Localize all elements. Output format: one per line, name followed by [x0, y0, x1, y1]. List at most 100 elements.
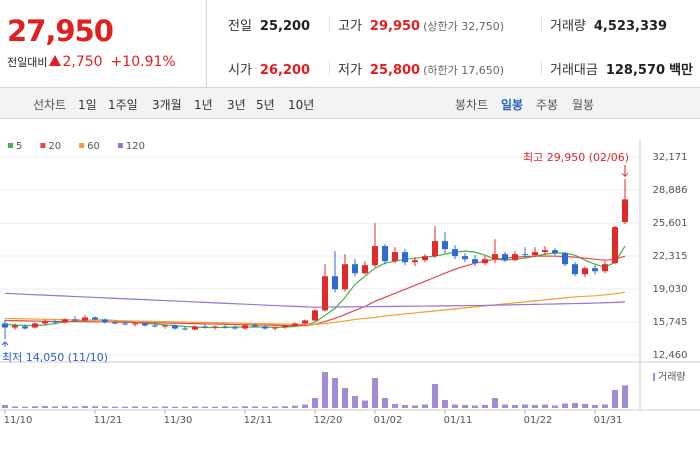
candle-body — [2, 323, 8, 328]
volume-bar — [322, 372, 328, 408]
candle-body — [102, 319, 108, 323]
volume-bar — [152, 406, 158, 408]
volume-bar — [202, 406, 208, 408]
candle-body — [312, 310, 318, 321]
volume-legend: 거래량 — [658, 371, 686, 383]
candle-body — [282, 325, 288, 328]
volume-bar — [192, 406, 198, 408]
x-tick-label: 11/10 — [4, 415, 33, 426]
candle-body — [442, 241, 448, 250]
period-button[interactable]: 3년 — [227, 98, 246, 112]
candle-body — [572, 264, 578, 275]
toolbar: 선차트 1일 1주일 3개월 1년 3년 5년 10년 봉차트 일봉 주봉 월봉 — [0, 88, 700, 119]
x-tick-label: 01/31 — [594, 415, 623, 426]
candle-body — [342, 264, 348, 290]
candle-body — [542, 250, 548, 253]
stat-value: 29,950 — [369, 19, 421, 34]
volume-bar — [482, 405, 488, 408]
candle-body — [372, 246, 378, 266]
volume-bar — [462, 405, 468, 408]
volume-bar — [592, 405, 598, 408]
change-label: 전일대비 — [7, 56, 48, 69]
stat: 전일 25,200 — [228, 15, 310, 34]
volume-bar — [42, 406, 48, 408]
stat-label: 전일 — [228, 19, 252, 34]
period-button[interactable]: 10년 — [288, 98, 315, 112]
moving-average-line — [4, 292, 626, 308]
y-tick-label: 32,171 — [653, 152, 688, 163]
x-tick-label: 12/20 — [314, 415, 343, 426]
candle-body — [232, 327, 238, 329]
x-tick-label: 11/21 — [94, 415, 123, 426]
volume-bar — [32, 406, 38, 408]
y-tick-label: 28,886 — [653, 185, 688, 196]
candle-body — [222, 326, 228, 328]
annotation-arrow — [621, 165, 629, 178]
period-button[interactable]: 1년 — [194, 98, 213, 112]
y-tick-label: 22,315 — [653, 251, 688, 262]
x-tick-label: 01/02 — [374, 415, 403, 426]
y-tick-label: 25,601 — [653, 218, 688, 229]
volume-bar — [102, 406, 108, 408]
volume-bar — [62, 406, 68, 408]
stat-note: (하한가 17,650) — [423, 64, 505, 77]
candle-period-button[interactable]: 주봉 — [536, 98, 559, 112]
y-tick-label: 15,745 — [653, 317, 688, 328]
volume-bar — [552, 405, 558, 408]
candle-period-button[interactable]: 일봉 — [501, 98, 524, 112]
candle-body — [522, 254, 528, 256]
x-tick-label: 01/22 — [524, 415, 553, 426]
candle-body — [112, 322, 118, 324]
separator — [329, 17, 330, 31]
volume-bar — [382, 398, 388, 408]
candle-body — [72, 319, 78, 321]
volume-bar — [222, 406, 228, 408]
candle-body — [272, 327, 278, 329]
volume-bar — [332, 378, 338, 408]
volume-bar — [212, 406, 218, 408]
stat-note: (상한가 32,750) — [423, 20, 505, 33]
volume-bar — [412, 405, 418, 408]
volume-bar — [242, 406, 248, 408]
annotation-arrow — [1, 341, 9, 347]
period-button[interactable]: 1일 — [78, 98, 97, 112]
stat-label: 고가 — [338, 19, 362, 34]
candle-body — [332, 276, 338, 290]
candle-body — [562, 253, 568, 265]
volume-bar — [472, 405, 478, 408]
volume-bar — [432, 384, 438, 408]
volume-bar — [372, 378, 378, 408]
candle-body — [252, 325, 258, 327]
change: 전일대비 2,750 +10.91% — [7, 54, 176, 70]
period-button[interactable]: 5년 — [256, 98, 275, 112]
period-button[interactable]: 1주일 — [108, 98, 138, 112]
volume-bar — [182, 406, 188, 408]
candle-body — [592, 268, 598, 272]
period-button[interactable]: 3개월 — [152, 98, 182, 112]
volume-bar — [362, 400, 368, 408]
volume-bar — [612, 390, 618, 408]
candle-body — [492, 254, 498, 260]
volume-bar — [232, 406, 238, 408]
legend-label: 120 — [126, 141, 145, 152]
stat-value: 25,800 — [369, 63, 421, 78]
candle-body — [512, 254, 518, 261]
stat: 저가 25,800 (하한가 17,650) — [338, 59, 504, 78]
stat-label: 저가 — [338, 63, 362, 78]
stat: 거래대금 128,570 백만 — [550, 59, 693, 78]
stat-label: 시가 — [228, 63, 252, 78]
separator — [329, 61, 330, 75]
volume-bar — [302, 404, 308, 408]
candle-period-button[interactable]: 월봉 — [572, 98, 595, 112]
stat-value: 26,200 — [259, 63, 311, 78]
volume-bar — [342, 388, 348, 408]
candle-body — [82, 317, 88, 321]
volume-bar — [252, 406, 258, 408]
annotation: 최저 14,050 (11/10) — [2, 351, 108, 364]
volume-bar — [622, 385, 628, 408]
volume-bar — [112, 406, 118, 408]
candle-body — [52, 321, 58, 323]
y-tick-label: 12,460 — [653, 350, 688, 361]
legend-swatch — [117, 143, 123, 148]
y-tick-label: 19,030 — [653, 284, 688, 295]
